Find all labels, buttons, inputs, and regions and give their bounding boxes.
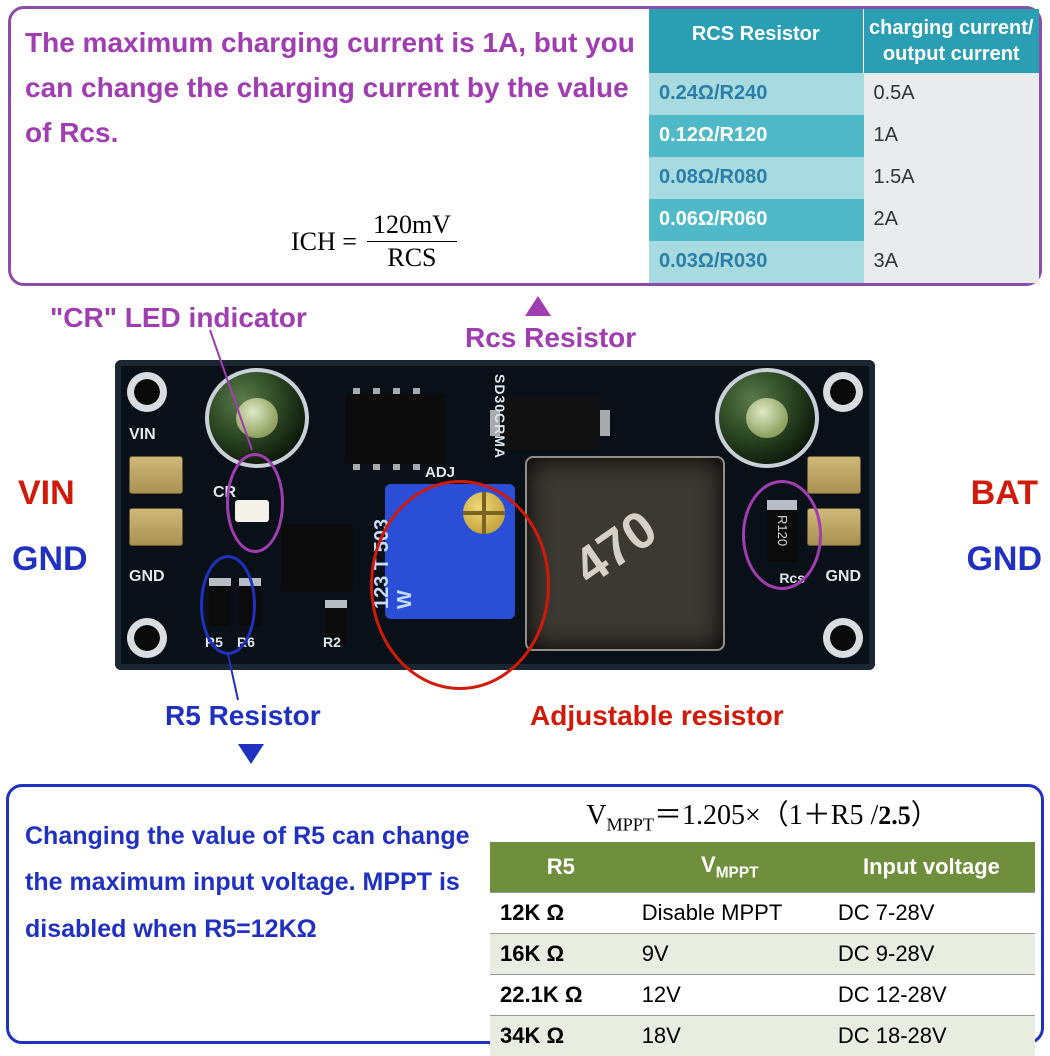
pad-vin — [129, 456, 183, 494]
cell: 3A — [864, 241, 1040, 283]
capacitor — [715, 368, 819, 468]
cell: 16K Ω — [490, 933, 632, 974]
silkscreen: ADJ — [425, 464, 455, 481]
inductor-value: 470 — [563, 499, 668, 598]
col-header: R5 — [490, 842, 632, 893]
callout-leader — [210, 330, 290, 460]
cell: 12V — [632, 974, 828, 1015]
table-row: 0.06Ω/R0602A — [649, 199, 1039, 241]
rcs-description: The maximum charging current is 1A, but … — [11, 9, 649, 283]
cell: 2A — [864, 199, 1040, 241]
table-row: 0.24Ω/R2400.5A — [649, 73, 1039, 115]
r5-info-box: Changing the value of R5 can change the … — [6, 784, 1044, 1044]
cell: 9V — [632, 933, 828, 974]
table-row: 22.1K Ω12VDC 12-28V — [490, 974, 1035, 1015]
r5-label: R5 Resistor — [165, 700, 321, 732]
silkscreen: GND — [825, 568, 861, 586]
gnd-right-label: GND — [966, 540, 1042, 579]
vin-label: VIN — [18, 474, 75, 513]
mounting-hole — [127, 372, 167, 412]
silkscreen: R2 — [323, 634, 341, 650]
silkscreen: VIN — [129, 426, 156, 444]
r5-callout — [200, 555, 256, 655]
rcs-col-header-2: charging current/ output current — [864, 9, 1040, 73]
inductor: 470 — [525, 456, 725, 651]
bat-label: BAT — [971, 474, 1038, 513]
cell: 0.03Ω/R030 — [649, 241, 864, 283]
formula-numerator: 120mV — [367, 211, 457, 243]
r5-table-header: R5 VMPPT Input voltage — [490, 842, 1035, 893]
adj-callout — [370, 480, 550, 690]
cell: 0.06Ω/R060 — [649, 199, 864, 241]
gnd-left-label: GND — [12, 540, 88, 579]
pad-bat — [807, 456, 861, 494]
formula-lhs: ICH = — [291, 221, 357, 263]
r5-description: Changing the value of R5 can change the … — [9, 787, 482, 1041]
cell: Disable MPPT — [632, 892, 828, 933]
arrow-up-icon — [525, 296, 551, 316]
cell: DC 9-28V — [828, 933, 1035, 974]
formula-fraction: 120mV RCS — [367, 211, 457, 273]
vmppt-formula: VMPPT＝1.205×（1＋R5 /2.5） — [490, 793, 1035, 842]
rcs-callout — [742, 480, 822, 590]
cell: DC 12-28V — [828, 974, 1035, 1015]
r5-right-panel: VMPPT＝1.205×（1＋R5 /2.5） R5 VMPPT Input v… — [490, 787, 1035, 1041]
mounting-hole — [823, 618, 863, 658]
cr-led-callout — [226, 453, 284, 553]
adj-label: Adjustable resistor — [530, 700, 784, 732]
silkscreen: GND — [129, 568, 165, 586]
cell: DC 7-28V — [828, 892, 1035, 933]
cell: 0.08Ω/R080 — [649, 157, 864, 199]
ich-formula: ICH = 120mV RCS — [291, 211, 457, 273]
cell: 1A — [864, 115, 1040, 157]
cell: 0.24Ω/R240 — [649, 73, 864, 115]
col-header: Input voltage — [828, 842, 1035, 893]
cell: 0.5A — [864, 73, 1040, 115]
cell: 1.5A — [864, 157, 1040, 199]
rcs-table: RCS Resistor charging current/ output cu… — [649, 9, 1039, 283]
table-row: 0.08Ω/R0801.5A — [649, 157, 1039, 199]
col-header: VMPPT — [632, 842, 828, 893]
table-row: 0.03Ω/R0303A — [649, 241, 1039, 283]
cell: 0.12Ω/R120 — [649, 115, 864, 157]
mounting-hole — [127, 618, 167, 658]
diode — [500, 396, 600, 450]
table-row: 16K Ω9VDC 9-28V — [490, 933, 1035, 974]
rcs-label: Rcs Resistor — [465, 322, 636, 354]
rcs-col-header-1: RCS Resistor — [649, 9, 864, 73]
rcs-text: The maximum charging current is 1A, but … — [25, 27, 635, 148]
formula-denominator: RCS — [381, 242, 442, 273]
ic-chip — [345, 394, 445, 464]
table-row: 12K ΩDisable MPPTDC 7-28V — [490, 892, 1035, 933]
cell: 22.1K Ω — [490, 974, 632, 1015]
cell: 12K Ω — [490, 892, 632, 933]
mounting-hole — [823, 372, 863, 412]
rcs-info-box: The maximum charging current is 1A, but … — [8, 6, 1042, 286]
rcs-table-header: RCS Resistor charging current/ output cu… — [649, 9, 1039, 73]
callout-leader — [224, 654, 264, 704]
arrow-down-icon — [238, 744, 264, 764]
ic-chip — [281, 524, 353, 592]
table-row: 0.12Ω/R1201A — [649, 115, 1039, 157]
r5-table: R5 VMPPT Input voltage 12K ΩDisable MPPT… — [490, 842, 1035, 1056]
silkscreen-model: SD30CRMA — [492, 374, 508, 459]
pad-gnd-left — [129, 508, 183, 546]
